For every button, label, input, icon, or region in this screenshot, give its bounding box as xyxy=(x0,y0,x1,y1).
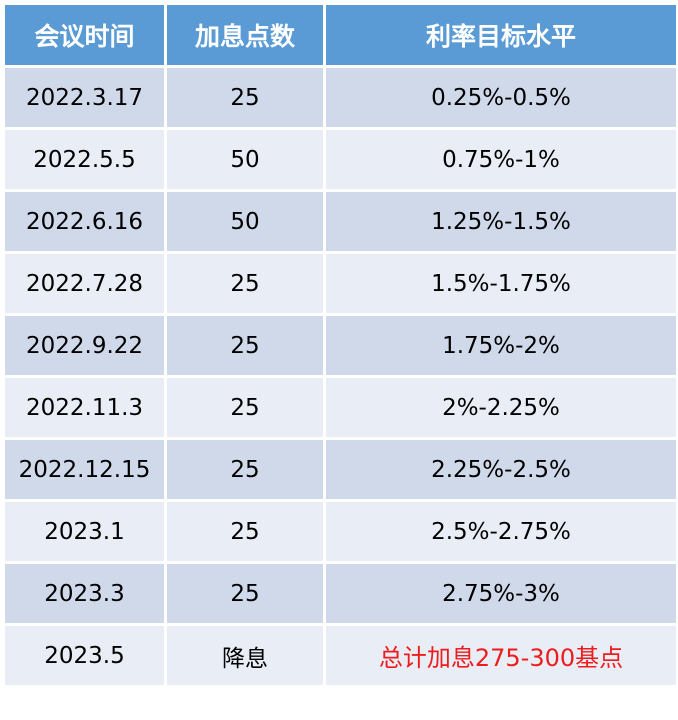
meeting-date-cell: 2022.5.5 xyxy=(2,127,167,192)
table-row: 2023.3 25 2.75%-3% xyxy=(2,561,678,626)
hike-points-cell: 50 xyxy=(164,127,326,192)
header-target-rate: 利率目标水平 xyxy=(323,2,678,68)
hike-points-cell: 50 xyxy=(164,189,326,254)
header-row: 会议时间 加息点数 利率目标水平 xyxy=(2,2,678,68)
table-row: 2022.3.17 25 0.25%-0.5% xyxy=(2,65,678,130)
target-rate-cell: 1.5%-1.75% xyxy=(323,251,678,316)
hike-points-cell: 25 xyxy=(164,499,326,564)
table-row: 2022.7.28 25 1.5%-1.75% xyxy=(2,251,678,316)
total-hike-note-cell: 总计加息275-300基点 xyxy=(323,623,678,688)
table-row: 2022.5.5 50 0.75%-1% xyxy=(2,127,678,192)
hike-points-cell: 25 xyxy=(164,65,326,130)
table-row: 2022.12.15 25 2.25%-2.5% xyxy=(2,437,678,502)
meeting-date-cell: 2022.9.22 xyxy=(2,313,167,378)
header-hike-points: 加息点数 xyxy=(164,2,326,68)
meeting-date-cell: 2022.7.28 xyxy=(2,251,167,316)
meeting-date-cell: 2022.12.15 xyxy=(2,437,167,502)
target-rate-cell: 2.5%-2.75% xyxy=(323,499,678,564)
header-meeting-date: 会议时间 xyxy=(2,2,167,68)
table-row: 2022.11.3 25 2%-2.25% xyxy=(2,375,678,440)
meeting-date-cell: 2022.11.3 xyxy=(2,375,167,440)
target-rate-cell: 2.75%-3% xyxy=(323,561,678,626)
hike-points-cell: 25 xyxy=(164,375,326,440)
target-rate-cell: 1.75%-2% xyxy=(323,313,678,378)
table-row: 2023.1 25 2.5%-2.75% xyxy=(2,499,678,564)
meeting-date-cell: 2023.5 xyxy=(2,623,167,688)
hike-points-cell: 25 xyxy=(164,561,326,626)
meeting-date-cell: 2023.3 xyxy=(2,561,167,626)
table-body: 2022.3.17 25 0.25%-0.5% 2022.5.5 50 0.75… xyxy=(2,65,678,688)
hike-points-cell: 25 xyxy=(164,251,326,316)
table-row: 2023.5 降息 总计加息275-300基点 xyxy=(2,623,678,688)
table-header: 会议时间 加息点数 利率目标水平 xyxy=(2,2,678,68)
table-row: 2022.6.16 50 1.25%-1.5% xyxy=(2,189,678,254)
hike-points-cell: 降息 xyxy=(164,623,326,688)
target-rate-cell: 0.75%-1% xyxy=(323,127,678,192)
target-rate-cell: 1.25%-1.5% xyxy=(323,189,678,254)
target-rate-cell: 2.25%-2.5% xyxy=(323,437,678,502)
target-rate-cell: 2%-2.25% xyxy=(323,375,678,440)
meeting-date-cell: 2022.3.17 xyxy=(2,65,167,130)
hike-points-cell: 25 xyxy=(164,437,326,502)
target-rate-cell: 0.25%-0.5% xyxy=(323,65,678,130)
table-row: 2022.9.22 25 1.75%-2% xyxy=(2,313,678,378)
meeting-date-cell: 2022.6.16 xyxy=(2,189,167,254)
rate-hike-table: 会议时间 加息点数 利率目标水平 2022.3.17 25 0.25%-0.5%… xyxy=(2,2,678,688)
meeting-date-cell: 2023.1 xyxy=(2,499,167,564)
hike-points-cell: 25 xyxy=(164,313,326,378)
